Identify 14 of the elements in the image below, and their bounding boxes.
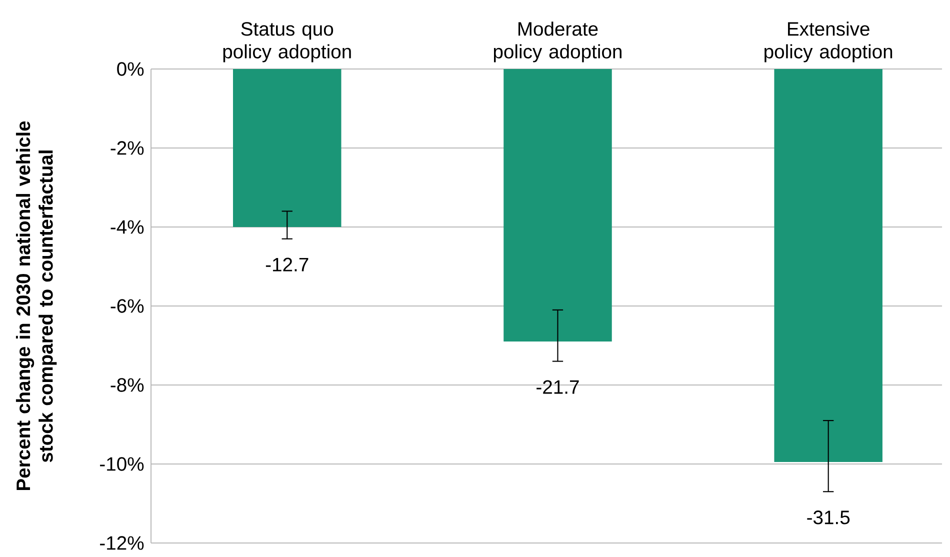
y-tick-label: -6% (110, 299, 144, 313)
y-tick-label: 0% (117, 62, 144, 76)
annotation: -31.5 (807, 510, 850, 524)
x-tick-label: Moderate policy adoption (494, 22, 622, 62)
x-tick-label: Extensive policy adoption (764, 22, 892, 62)
annotation: -12.7 (266, 258, 308, 272)
annotation: -21.7 (536, 380, 579, 394)
x-tick-label: Status quo policy adoption (223, 22, 351, 62)
y-tick-label: -12% (100, 536, 144, 550)
y-axis-title: Percent change in 2030 national vehicle stock compared to counterfactual (16, 121, 57, 490)
y-tick-label: -10% (100, 457, 144, 471)
y-tick-label: -4% (110, 220, 144, 234)
y-tick-label: -2% (110, 141, 144, 155)
y-tick-label: -8% (110, 378, 144, 392)
